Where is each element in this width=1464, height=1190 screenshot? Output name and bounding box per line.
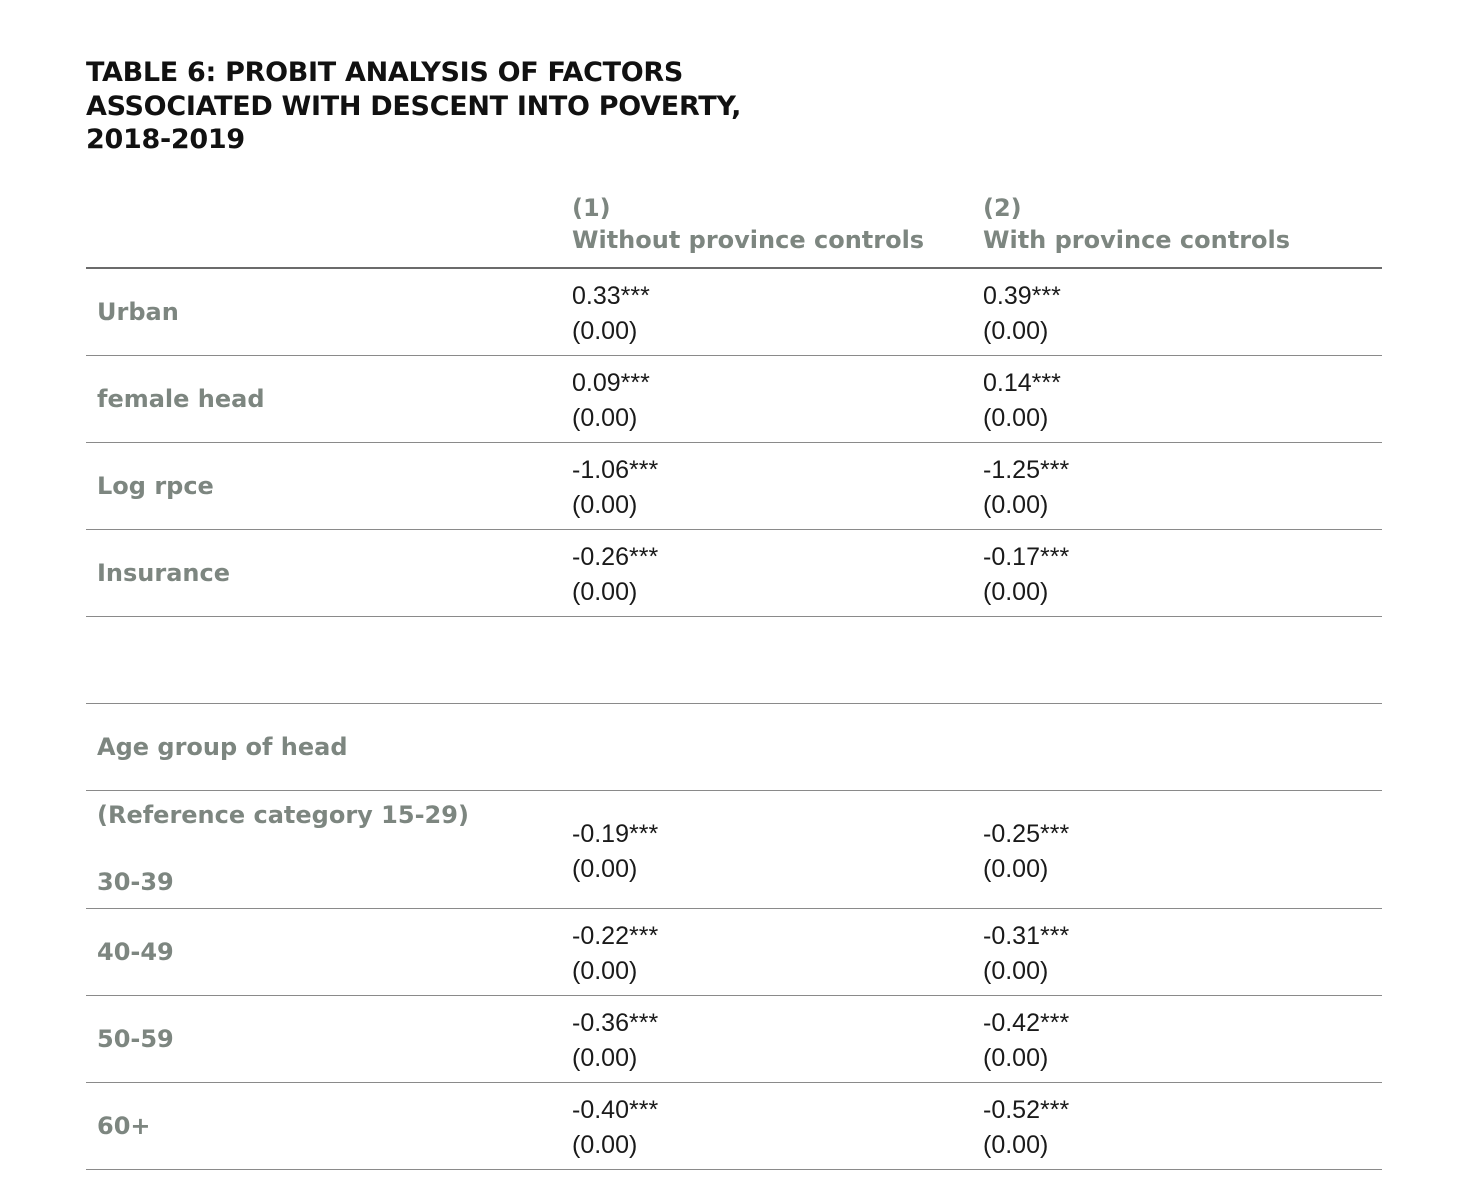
column-header-2: (2) With province controls xyxy=(983,192,1290,256)
estimate-cell: 0.14*** (0.00) xyxy=(983,366,1061,436)
estimate-cell: -0.31*** (0.00) xyxy=(983,919,1069,989)
coefficient: -0.22*** xyxy=(572,922,659,950)
estimate-cell: -0.40*** (0.00) xyxy=(572,1093,658,1163)
row-label: 30-39 xyxy=(97,868,174,896)
row-label: Log rpce xyxy=(97,472,214,500)
estimate-cell: 0.33*** (0.00) xyxy=(572,279,650,349)
column-number: (2) xyxy=(983,194,1022,222)
row-label: Urban xyxy=(97,298,179,326)
standard-error: (0.00) xyxy=(983,1131,1049,1159)
estimate-cell: 0.39*** (0.00) xyxy=(983,279,1061,349)
estimate-cell: -1.06*** (0.00) xyxy=(572,453,658,523)
row-label: 60+ xyxy=(97,1112,151,1140)
row-label: 50-59 xyxy=(97,1025,174,1053)
column-label: With province controls xyxy=(983,226,1291,254)
coefficient: 0.09*** xyxy=(572,369,650,397)
table-row-insurance: Insurance -0.26*** (0.00) -0.17*** (0.00… xyxy=(86,530,1382,617)
estimate-cell: -0.26*** (0.00) xyxy=(572,540,658,610)
standard-error: (0.00) xyxy=(983,404,1049,432)
row-label: female head xyxy=(97,385,265,413)
table-row-blank xyxy=(86,617,1382,704)
column-label: Without province controls xyxy=(572,226,925,254)
table-row-urban: Urban 0.33*** (0.00) 0.39*** (0.00) xyxy=(86,269,1382,356)
coefficient: -0.26*** xyxy=(572,543,659,571)
table-header-row: (1) Without province controls (2) With p… xyxy=(86,190,1382,269)
title-line: TABLE 6: PROBIT ANALYSIS OF FACTORS xyxy=(86,57,684,88)
estimate-cell: -0.19*** (0.00) xyxy=(572,817,658,887)
table-row-age-60-plus: 60+ -0.40*** (0.00) -0.52*** (0.00) xyxy=(86,1083,1382,1170)
estimate-cell: -0.52*** (0.00) xyxy=(983,1093,1069,1163)
coefficient: -0.31*** xyxy=(983,922,1070,950)
table-row-age-group-header: Age group of head xyxy=(86,704,1382,791)
coefficient: -1.06*** xyxy=(572,456,659,484)
standard-error: (0.00) xyxy=(572,404,638,432)
coefficient: 0.39*** xyxy=(983,282,1061,310)
estimate-cell: -0.22*** (0.00) xyxy=(572,919,658,989)
standard-error: (0.00) xyxy=(983,1044,1049,1072)
coefficient: -0.42*** xyxy=(983,1009,1070,1037)
standard-error: (0.00) xyxy=(572,855,638,883)
coefficient: -0.25*** xyxy=(983,820,1070,848)
table-row-age-30-39: (Reference category 15-29) 30-39 -0.19**… xyxy=(86,791,1382,909)
coefficient: -0.40*** xyxy=(572,1096,659,1124)
standard-error: (0.00) xyxy=(572,317,638,345)
coefficient: -1.25*** xyxy=(983,456,1070,484)
standard-error: (0.00) xyxy=(572,1131,638,1159)
table-title: TABLE 6: PROBIT ANALYSIS OF FACTORS ASSO… xyxy=(86,56,741,157)
standard-error: (0.00) xyxy=(983,578,1049,606)
coefficient: 0.33*** xyxy=(572,282,650,310)
row-label: Insurance xyxy=(97,559,231,587)
reference-category-label: (Reference category 15-29) xyxy=(97,801,469,829)
coefficient: -0.19*** xyxy=(572,820,659,848)
table-row-female-head: female head 0.09*** (0.00) 0.14*** (0.00… xyxy=(86,356,1382,443)
estimate-cell: -1.25*** (0.00) xyxy=(983,453,1069,523)
estimate-cell: 0.09*** (0.00) xyxy=(572,366,650,436)
estimate-cell: -0.17*** (0.00) xyxy=(983,540,1069,610)
standard-error: (0.00) xyxy=(983,491,1049,519)
standard-error: (0.00) xyxy=(983,957,1049,985)
row-label: 40-49 xyxy=(97,938,174,966)
estimate-cell: -0.36*** (0.00) xyxy=(572,1006,658,1076)
standard-error: (0.00) xyxy=(572,578,638,606)
estimate-cell: -0.25*** (0.00) xyxy=(983,817,1069,887)
table-row-age-40-49: 40-49 -0.22*** (0.00) -0.31*** (0.00) xyxy=(86,909,1382,996)
coefficient: -0.17*** xyxy=(983,543,1070,571)
title-line: 2018-2019 xyxy=(86,124,245,155)
standard-error: (0.00) xyxy=(572,957,638,985)
coefficient: -0.36*** xyxy=(572,1009,659,1037)
column-number: (1) xyxy=(572,194,611,222)
column-header-1: (1) Without province controls xyxy=(572,192,924,256)
coefficient: -0.52*** xyxy=(983,1096,1070,1124)
table-row-age-50-59: 50-59 -0.36*** (0.00) -0.42*** (0.00) xyxy=(86,996,1382,1083)
standard-error: (0.00) xyxy=(572,491,638,519)
table-row-log-rpce: Log rpce -1.06*** (0.00) -1.25*** (0.00) xyxy=(86,443,1382,530)
standard-error: (0.00) xyxy=(983,317,1049,345)
row-label: Age group of head xyxy=(97,733,348,761)
title-line: ASSOCIATED WITH DESCENT INTO POVERTY, xyxy=(86,90,742,122)
estimate-cell: -0.42*** (0.00) xyxy=(983,1006,1069,1076)
regression-table: (1) Without province controls (2) With p… xyxy=(86,190,1382,1170)
standard-error: (0.00) xyxy=(572,1044,638,1072)
coefficient: 0.14*** xyxy=(983,369,1061,397)
standard-error: (0.00) xyxy=(983,855,1049,883)
